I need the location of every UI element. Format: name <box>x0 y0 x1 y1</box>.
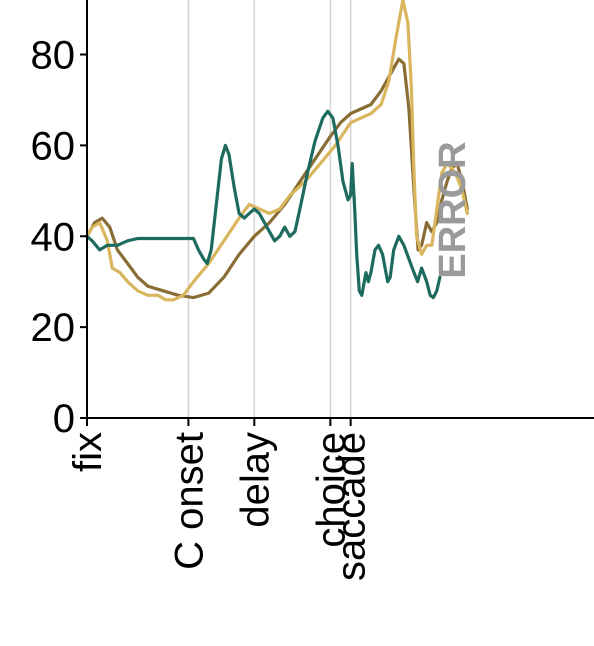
event-label: choice <box>309 432 353 548</box>
event-label: saccade <box>330 432 374 581</box>
y-tick-label: 40 <box>31 215 76 259</box>
y-tick-label: 60 <box>31 124 76 168</box>
series-line <box>85 109 442 300</box>
error-annotation: ERROR <box>432 141 474 278</box>
series-lines <box>85 0 469 302</box>
y-tick-label: 20 <box>31 306 76 350</box>
y-axis-ticks: 0 20 40 60 80 <box>31 34 87 441</box>
y-tick-label: 80 <box>31 34 76 78</box>
event-gridlines <box>187 0 352 418</box>
y-tick-label: 0 <box>53 397 75 441</box>
event-label: fix <box>66 432 110 472</box>
series-line <box>85 0 469 302</box>
event-label: C onset <box>167 432 211 570</box>
event-label: delay <box>233 432 277 528</box>
